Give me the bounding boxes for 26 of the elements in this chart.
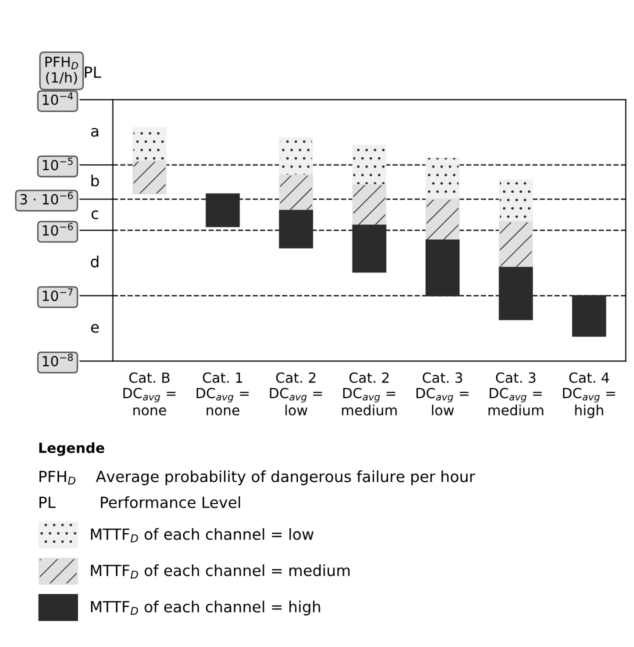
y-tick-label: 10$^{−5}$ [42, 158, 73, 170]
y-axis-title: PFH$_{D}$ (1/h) [45, 56, 78, 84]
x-tick-label: Cat. 3 DC$_{avg}$ = low [416, 372, 469, 416]
x-tick-label: Cat. 2 DC$_{avg}$ = low [270, 372, 322, 416]
text: PFH$_{D}$ Average probability of dangerous failure per hour [40, 470, 476, 486]
x-tick-label: Cat. B DC$_{avg}$ = none [123, 372, 176, 416]
y-tick-label: 10$^{−6}$ [42, 222, 73, 236]
text: a [91, 128, 98, 137]
text: e [91, 324, 99, 333]
x-tick-label: Cat. 4 DC$_{avg}$ = high [563, 372, 616, 418]
legend-label: MTTF$_{D}$ of each channel = medium [91, 564, 350, 579]
y-tick-label: 10$^{−7}$ [42, 288, 73, 302]
legend-label: MTTF$_{D}$ of each channel = low [91, 528, 314, 542]
x-tick-label: Cat. 1 DC$_{avg}$ = none [196, 372, 249, 416]
x-tick-label: Cat. 2 DC$_{avg}$ = medium [342, 372, 397, 416]
legend-label: MTTF$_{D}$ of each channel = high [91, 600, 320, 616]
x-tick-label: Cat. 3 DC$_{avg}$ = medium [488, 372, 544, 416]
text: b [91, 174, 99, 186]
y-tick-label: 3 · 10$^{−6}$ [20, 192, 73, 205]
legend-title: Legende [39, 442, 104, 456]
y-tick-label: 10$^{−8}$ [42, 354, 73, 366]
text: PL Performance Level [40, 496, 240, 508]
text: PL [84, 66, 102, 78]
y-tick-label: 10$^{−4}$ [42, 92, 73, 106]
text: d [90, 256, 98, 268]
text: c [92, 210, 98, 220]
